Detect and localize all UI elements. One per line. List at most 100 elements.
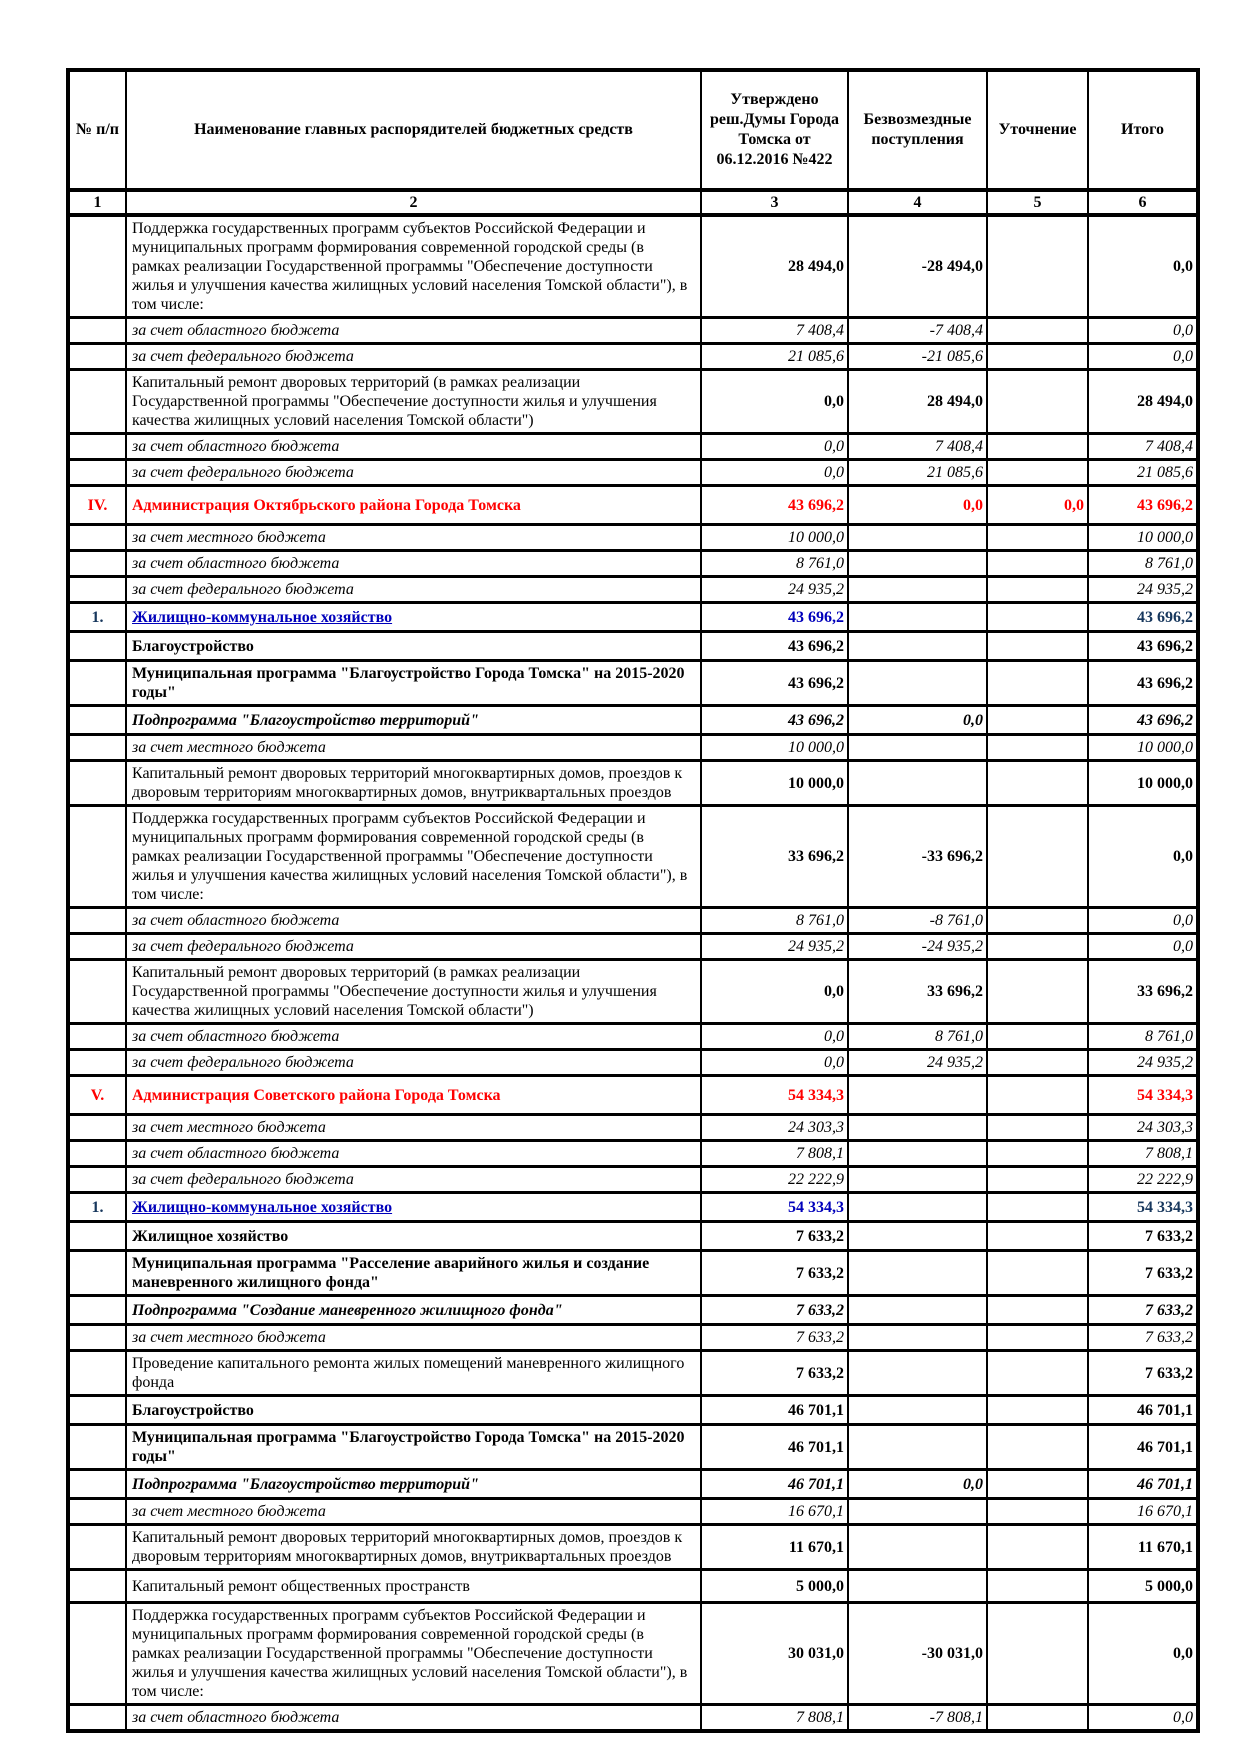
adjustment-value-cell bbox=[986, 1703, 1089, 1733]
row-name-cell: Капитальный ремонт дворовых территорий (… bbox=[125, 958, 702, 1025]
approved-value-cell: 7 633,2 bbox=[700, 1220, 849, 1252]
row-name-cell: за счет областного бюджета bbox=[125, 432, 702, 461]
approved-value-cell: 10 000,0 bbox=[700, 759, 849, 807]
table-body: Поддержка государственных программ субъе… bbox=[67, 213, 1199, 1733]
adjustment-value-cell: 0,0 bbox=[986, 484, 1089, 526]
approved-value-cell: 7 808,1 bbox=[700, 1703, 849, 1733]
total-value-cell: 43 696,2 bbox=[1087, 601, 1199, 633]
total-value-cell: 43 696,2 bbox=[1087, 630, 1199, 662]
row-number-cell bbox=[67, 704, 127, 736]
table-row: Благоустройство 43 696,2 43 696,2 bbox=[67, 630, 1199, 662]
adjustment-value-cell bbox=[986, 1294, 1089, 1326]
total-value-cell: 0,0 bbox=[1087, 932, 1199, 961]
grants-value-cell bbox=[847, 630, 988, 662]
total-value-cell: 0,0 bbox=[1087, 1601, 1199, 1706]
total-value-cell: 46 701,1 bbox=[1087, 1394, 1199, 1426]
approved-value-cell: 43 696,2 bbox=[700, 484, 849, 526]
grants-value-cell: -33 696,2 bbox=[847, 804, 988, 909]
grants-value-cell: -21 085,6 bbox=[847, 342, 988, 371]
row-name-cell: Капитальный ремонт дворовых территорий (… bbox=[125, 368, 702, 435]
total-value-cell: 7 408,4 bbox=[1087, 432, 1199, 461]
approved-value-cell: 7 408,4 bbox=[700, 316, 849, 345]
adjustment-value-cell bbox=[986, 1191, 1089, 1223]
row-number-cell bbox=[67, 1048, 127, 1077]
table-row: Капитальный ремонт дворовых территорий м… bbox=[67, 1523, 1199, 1571]
adjustment-value-cell bbox=[986, 659, 1089, 707]
table-row: за счет федерального бюджета 0,0 24 935,2 2… bbox=[67, 1048, 1199, 1077]
total-value-cell: 10 000,0 bbox=[1087, 759, 1199, 807]
grants-value-cell bbox=[847, 759, 988, 807]
row-name-cell: за счет федерального бюджета bbox=[125, 342, 702, 371]
table-row: за счет областного бюджета 7 808,1 -7 808,… bbox=[67, 1703, 1199, 1733]
approved-value-cell: 24 303,3 bbox=[700, 1113, 849, 1142]
adjustment-value-cell bbox=[986, 906, 1089, 935]
approved-value-cell: 5 000,0 bbox=[700, 1568, 849, 1604]
approved-value-cell: 10 000,0 bbox=[700, 733, 849, 762]
adjustment-value-cell bbox=[986, 458, 1089, 487]
grants-value-cell bbox=[847, 1165, 988, 1194]
row-name-cell: Жилищно-коммунальное хозяйство bbox=[125, 1191, 702, 1223]
row-name-cell: Администрация Советского района Города Т… bbox=[125, 1074, 702, 1116]
row-name-cell: Администрация Октябрьского района Города… bbox=[125, 484, 702, 526]
adjustment-value-cell bbox=[986, 1523, 1089, 1571]
row-name-cell: Капитальный ремонт дворовых территорий м… bbox=[125, 1523, 702, 1571]
adjustment-value-cell bbox=[986, 630, 1089, 662]
approved-value-cell: 28 494,0 bbox=[700, 213, 849, 319]
table-row: IV. Администрация Октябрьского района Гор… bbox=[67, 484, 1199, 526]
row-name-cell: за счет местного бюджета bbox=[125, 523, 702, 552]
total-value-cell: 7 633,2 bbox=[1087, 1220, 1199, 1252]
adjustment-value-cell bbox=[986, 1423, 1089, 1471]
total-value-cell: 24 303,3 bbox=[1087, 1113, 1199, 1142]
adjustment-value-cell bbox=[986, 1074, 1089, 1116]
total-value-cell: 22 222,9 bbox=[1087, 1165, 1199, 1194]
approved-value-cell: 54 334,3 bbox=[700, 1191, 849, 1223]
row-number-cell bbox=[67, 523, 127, 552]
grants-value-cell: -7 408,4 bbox=[847, 316, 988, 345]
column-index-total: 6 bbox=[1087, 188, 1199, 217]
row-number-cell bbox=[67, 1249, 127, 1297]
row-name-cell: Муниципальная программа "Благоустройство… bbox=[125, 1423, 702, 1471]
approved-value-cell: 0,0 bbox=[700, 432, 849, 461]
column-header-name: Наименование главных распорядителей бюдж… bbox=[125, 68, 702, 192]
approved-value-cell: 11 670,1 bbox=[700, 1523, 849, 1571]
approved-value-cell: 43 696,2 bbox=[700, 659, 849, 707]
adjustment-value-cell bbox=[986, 1497, 1089, 1526]
table-row: Подпрограмма "Благоустройство территорий… bbox=[67, 1468, 1199, 1500]
table-row: 1. Жилищно-коммунальное хозяйство 43 696,2… bbox=[67, 601, 1199, 633]
row-number-cell: 1. bbox=[67, 1191, 127, 1223]
total-value-cell: 7 633,2 bbox=[1087, 1249, 1199, 1297]
row-number-cell bbox=[67, 630, 127, 662]
row-number-cell bbox=[67, 1139, 127, 1168]
approved-value-cell: 7 633,2 bbox=[700, 1323, 849, 1352]
grants-value-cell bbox=[847, 1294, 988, 1326]
column-index-adjustment: 5 bbox=[986, 188, 1089, 217]
approved-value-cell: 54 334,3 bbox=[700, 1074, 849, 1116]
grants-value-cell bbox=[847, 1497, 988, 1526]
table-row: за счет областного бюджета 8 761,0 8 761,0 bbox=[67, 549, 1199, 578]
grants-value-cell bbox=[847, 1349, 988, 1397]
approved-value-cell: 7 633,2 bbox=[700, 1349, 849, 1397]
row-name-cell: Поддержка государственных программ субъе… bbox=[125, 1601, 702, 1706]
row-number-cell bbox=[67, 1165, 127, 1194]
column-header-grants: Безвозмездные поступления bbox=[847, 68, 988, 192]
grants-value-cell bbox=[847, 1394, 988, 1426]
adjustment-value-cell bbox=[986, 1601, 1089, 1706]
total-value-cell: 33 696,2 bbox=[1087, 958, 1199, 1025]
table-row: Подпрограмма "Благоустройство территорий… bbox=[67, 704, 1199, 736]
table-row: Муниципальная программа "Расселение авар… bbox=[67, 1249, 1199, 1297]
grants-value-cell: 24 935,2 bbox=[847, 1048, 988, 1077]
table-row: за счет федерального бюджета 24 935,2 24 9… bbox=[67, 575, 1199, 604]
column-index-name: 2 bbox=[125, 188, 702, 217]
total-value-cell: 7 633,2 bbox=[1087, 1294, 1199, 1326]
total-value-cell: 0,0 bbox=[1087, 906, 1199, 935]
row-name-cell: Поддержка государственных программ субъе… bbox=[125, 213, 702, 319]
grants-value-cell bbox=[847, 549, 988, 578]
table-row: Поддержка государственных программ субъе… bbox=[67, 804, 1199, 909]
table-row: Благоустройство 46 701,1 46 701,1 bbox=[67, 1394, 1199, 1426]
approved-value-cell: 43 696,2 bbox=[700, 630, 849, 662]
table-row: за счет областного бюджета 0,0 8 761,0 8 76… bbox=[67, 1022, 1199, 1051]
grants-value-cell bbox=[847, 523, 988, 552]
grants-value-cell bbox=[847, 659, 988, 707]
row-number-cell bbox=[67, 458, 127, 487]
row-number-cell bbox=[67, 575, 127, 604]
